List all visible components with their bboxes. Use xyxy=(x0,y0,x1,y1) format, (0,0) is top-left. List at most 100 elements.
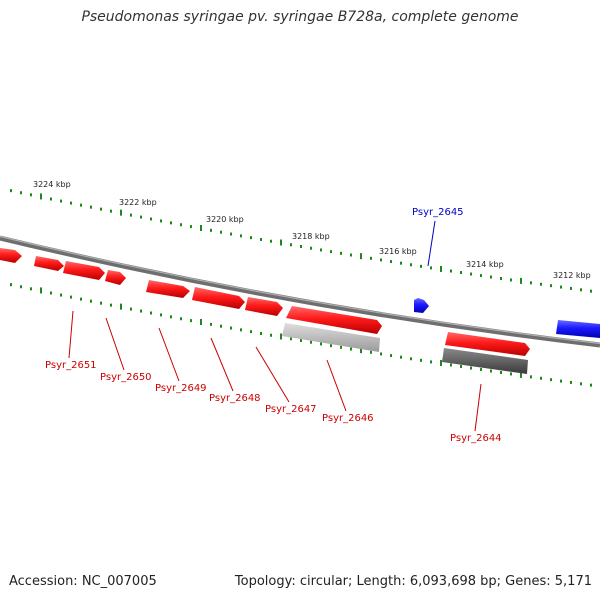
gene-arrow[interactable] xyxy=(146,280,190,298)
scale-tick-minor xyxy=(420,358,422,362)
gene-arrow-reverse[interactable] xyxy=(556,320,600,338)
gene-arrow[interactable] xyxy=(105,270,126,285)
scale-tick-minor xyxy=(500,277,502,280)
scale-tick-minor xyxy=(310,340,312,344)
scale-tick-minor xyxy=(130,213,132,217)
scale-tick-minor xyxy=(560,285,562,289)
gene-arrow[interactable] xyxy=(245,297,283,316)
scale-tick-minor xyxy=(90,205,92,209)
scale-tick-minor xyxy=(430,360,432,364)
scale-tick-minor xyxy=(60,199,62,203)
tick-label: 3212 kbp xyxy=(553,271,591,280)
feature-bar-dark xyxy=(442,348,528,374)
tick-label: 3224 kbp xyxy=(33,180,71,189)
scale-tick-minor xyxy=(590,383,592,387)
scale-tick-minor xyxy=(270,333,272,337)
scale-tick-major xyxy=(120,209,122,216)
scale-tick-minor xyxy=(60,293,62,297)
scale-tick-minor xyxy=(390,354,392,358)
scale-tick-minor xyxy=(470,366,472,370)
gene-arrow[interactable] xyxy=(34,256,64,271)
scale-tick-minor xyxy=(20,285,22,289)
scale-tick-minor xyxy=(530,281,532,285)
scale-tick-minor xyxy=(540,282,542,286)
gene-arrow[interactable] xyxy=(0,248,22,263)
scale-tick-minor xyxy=(90,299,92,303)
gene-label-psyr-2648[interactable]: Psyr_2648 xyxy=(209,393,261,404)
gene-arrow[interactable] xyxy=(286,306,382,334)
scale-tick-minor xyxy=(290,337,292,341)
scale-tick-minor xyxy=(590,289,592,293)
gene-arrow-reverse[interactable] xyxy=(414,298,429,313)
scale-tick-minor xyxy=(190,225,192,229)
genome-backbone xyxy=(0,235,600,348)
feature-bar-light xyxy=(282,323,380,352)
scale-track xyxy=(10,189,592,387)
gene-label-psyr-2646[interactable]: Psyr_2646 xyxy=(322,413,374,424)
scale-tick-minor xyxy=(450,363,452,367)
scale-tick-minor xyxy=(230,232,232,236)
scale-tick-minor xyxy=(370,256,372,260)
tick-label: 3216 kbp xyxy=(379,247,417,256)
scale-tick-minor xyxy=(340,251,342,255)
scale-tick-minor xyxy=(410,357,412,361)
scale-tick-minor xyxy=(580,288,582,292)
scale-tick-minor xyxy=(110,209,112,213)
scale-tick-minor xyxy=(10,283,12,287)
scale-tick-minor xyxy=(20,191,22,195)
scale-tick-minor xyxy=(330,344,332,348)
scale-tick-minor xyxy=(70,295,72,299)
scale-tick-major xyxy=(440,265,442,272)
scale-tick-minor xyxy=(260,237,262,241)
scale-tick-major xyxy=(40,287,42,294)
gene-label-psyr-2647[interactable]: Psyr_2647 xyxy=(265,404,317,415)
scale-tick-minor xyxy=(270,239,272,243)
scale-tick-major xyxy=(120,303,122,310)
scale-tick-minor xyxy=(540,376,542,380)
scale-tick-minor xyxy=(130,307,132,311)
scale-tick-minor xyxy=(80,297,82,301)
scale-tick-minor xyxy=(420,264,422,268)
scale-tick-minor xyxy=(510,278,512,282)
gene-arrow[interactable] xyxy=(445,332,530,356)
genome-backbone-highlight xyxy=(0,235,600,345)
scale-tick-major xyxy=(280,333,282,340)
scale-tick-minor xyxy=(290,243,292,247)
gene-arrow[interactable] xyxy=(192,287,245,309)
gene-arrow[interactable] xyxy=(63,261,105,280)
scale-tick-minor xyxy=(370,350,372,354)
gene-label-psyr-2644[interactable]: Psyr_2644 xyxy=(450,433,502,444)
scale-tick-minor xyxy=(30,193,32,197)
tick-label: 3222 kbp xyxy=(119,198,157,207)
scale-tick-minor xyxy=(240,328,242,332)
scale-tick-minor xyxy=(480,274,482,278)
scale-tick-minor xyxy=(580,382,582,386)
gene-label-psyr-2645[interactable]: Psyr_2645 xyxy=(412,207,464,218)
scale-tick-minor xyxy=(400,355,402,359)
gene-label-psyr-2649[interactable]: Psyr_2649 xyxy=(155,383,207,394)
scale-tick-minor xyxy=(160,313,162,317)
scale-tick-minor xyxy=(140,215,142,219)
scale-tick-minor xyxy=(150,311,152,315)
scale-tick-minor xyxy=(330,250,332,254)
scale-tick-minor xyxy=(350,347,352,351)
gene-label-psyr-2651[interactable]: Psyr_2651 xyxy=(45,360,97,371)
scale-tick-minor xyxy=(570,286,572,290)
scale-tick-minor xyxy=(310,246,312,250)
scale-tick-minor xyxy=(570,380,572,384)
scale-tick-minor xyxy=(150,217,152,221)
scale-tick-minor xyxy=(240,234,242,238)
scale-tick-minor xyxy=(320,248,322,252)
scale-tick-minor xyxy=(70,201,72,205)
gene-label-psyr-2650[interactable]: Psyr_2650 xyxy=(100,372,152,383)
tick-label: 3218 kbp xyxy=(292,232,330,241)
gene-features xyxy=(0,248,600,374)
scale-tick-minor xyxy=(80,203,82,207)
scale-tick-minor xyxy=(180,317,182,321)
scale-tick-minor xyxy=(260,331,262,335)
scale-tick-minor xyxy=(460,271,462,275)
scale-tick-major xyxy=(360,347,362,354)
scale-tick-minor xyxy=(140,309,142,313)
scale-tick-major xyxy=(520,277,522,284)
